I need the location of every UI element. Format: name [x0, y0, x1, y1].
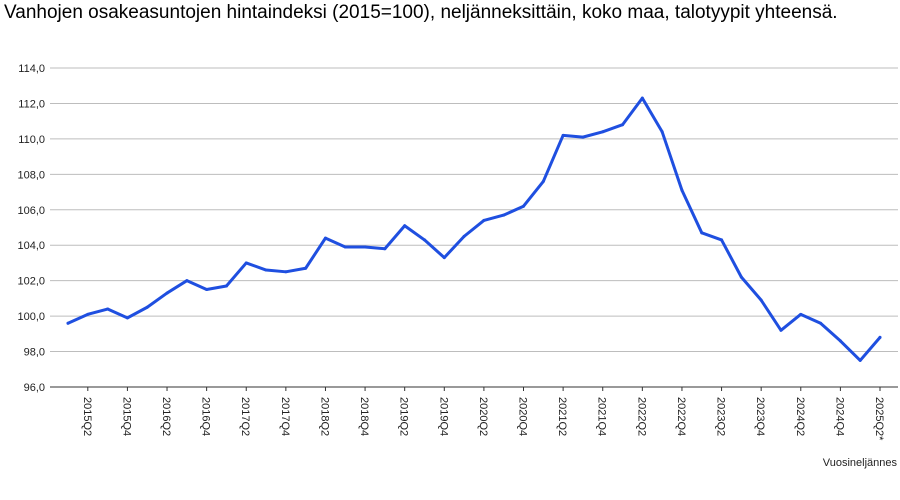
y-tick-label: 100,0 — [17, 311, 45, 323]
x-tick-label: 2020Q2 — [477, 397, 489, 436]
y-tick-label: 102,0 — [17, 276, 45, 288]
x-tick-label: 2017Q4 — [279, 397, 291, 436]
data-point[interactable] — [244, 261, 248, 265]
data-point[interactable] — [264, 268, 268, 272]
data-point[interactable] — [482, 218, 486, 222]
data-point[interactable] — [522, 204, 526, 208]
data-point[interactable] — [185, 279, 189, 283]
x-tick-label: 2020Q4 — [517, 397, 529, 436]
data-point[interactable] — [205, 288, 209, 292]
data-point[interactable] — [165, 291, 169, 295]
data-point[interactable] — [462, 234, 466, 238]
data-point[interactable] — [601, 130, 605, 134]
data-point[interactable] — [86, 312, 90, 316]
data-point[interactable] — [759, 298, 763, 302]
data-point[interactable] — [66, 321, 70, 325]
x-tick-label: 2019Q4 — [437, 397, 449, 436]
x-tick-label: 2022Q2 — [635, 397, 647, 436]
data-point[interactable] — [799, 312, 803, 316]
data-points — [66, 96, 882, 362]
series-line — [66, 96, 882, 362]
y-tick-label: 112,0 — [18, 98, 45, 110]
x-tick-label: 2023Q4 — [754, 397, 766, 436]
x-tick-label: 2021Q2 — [556, 397, 568, 436]
data-point[interactable] — [660, 130, 664, 134]
x-tick-label: 2016Q2 — [160, 397, 172, 436]
gridlines — [50, 67, 898, 388]
data-point[interactable] — [621, 123, 625, 127]
x-axis-ticks: 2015Q2 2015Q4 2016Q2 2016Q4 2017Q2 2017Q4 2018… — [81, 387, 885, 441]
data-point[interactable] — [284, 270, 288, 274]
x-tick-label: 2018Q4 — [358, 397, 370, 436]
data-point[interactable] — [442, 256, 446, 260]
y-tick-label: 108,0 — [17, 169, 45, 181]
data-point[interactable] — [819, 321, 823, 325]
data-point[interactable] — [581, 135, 585, 139]
data-point[interactable] — [125, 316, 129, 320]
y-axis-ticks: 96,0 98,0 100,0 102,0 104,0 106,0 108,0 110,0 11… — [17, 63, 45, 394]
data-point[interactable] — [700, 231, 704, 235]
y-tick-label: 114,0 — [18, 63, 45, 75]
x-tick-label: 2015Q4 — [120, 397, 132, 436]
y-tick-label: 104,0 — [17, 240, 45, 252]
data-point[interactable] — [779, 328, 783, 332]
x-axis-title: Vuosineljännes — [823, 457, 898, 469]
data-point[interactable] — [739, 275, 743, 279]
data-point[interactable] — [403, 224, 407, 228]
data-point[interactable] — [106, 307, 110, 311]
x-tick-label: 2022Q4 — [675, 397, 687, 436]
x-tick-label: 2019Q2 — [398, 397, 410, 436]
data-point[interactable] — [838, 339, 842, 343]
data-point[interactable] — [363, 245, 367, 249]
y-tick-label: 110,0 — [18, 134, 45, 146]
data-point[interactable] — [878, 335, 882, 339]
y-tick-label: 98,0 — [24, 347, 45, 359]
data-point[interactable] — [145, 305, 149, 309]
data-point[interactable] — [304, 266, 308, 270]
data-point[interactable] — [422, 238, 426, 242]
x-tick-label: 2021Q4 — [596, 397, 608, 436]
x-tick-label: 2018Q2 — [318, 397, 330, 436]
data-point[interactable] — [680, 188, 684, 192]
x-tick-label: 2023Q2 — [715, 397, 727, 436]
data-point[interactable] — [720, 238, 724, 242]
data-point[interactable] — [343, 245, 347, 249]
x-tick-label: 2024Q2 — [794, 397, 806, 436]
chart-title: Vanhojen osakeasuntojen hintaindeksi (20… — [4, 2, 838, 23]
data-point[interactable] — [640, 96, 644, 100]
x-tick-label: 2017Q2 — [239, 397, 251, 436]
x-tick-label: 2015Q2 — [81, 397, 93, 436]
data-point[interactable] — [323, 236, 327, 240]
data-point[interactable] — [561, 133, 565, 137]
data-point[interactable] — [224, 284, 228, 288]
data-point[interactable] — [502, 213, 506, 217]
x-tick-label: 2024Q4 — [833, 397, 845, 436]
x-tick-label: 2016Q4 — [200, 397, 212, 436]
y-tick-label: 106,0 — [17, 205, 45, 217]
data-point[interactable] — [383, 247, 387, 251]
data-point[interactable] — [541, 179, 545, 183]
x-tick-label: 2025Q2* — [873, 397, 885, 441]
y-tick-label: 96,0 — [24, 382, 45, 394]
data-point[interactable] — [858, 358, 862, 362]
